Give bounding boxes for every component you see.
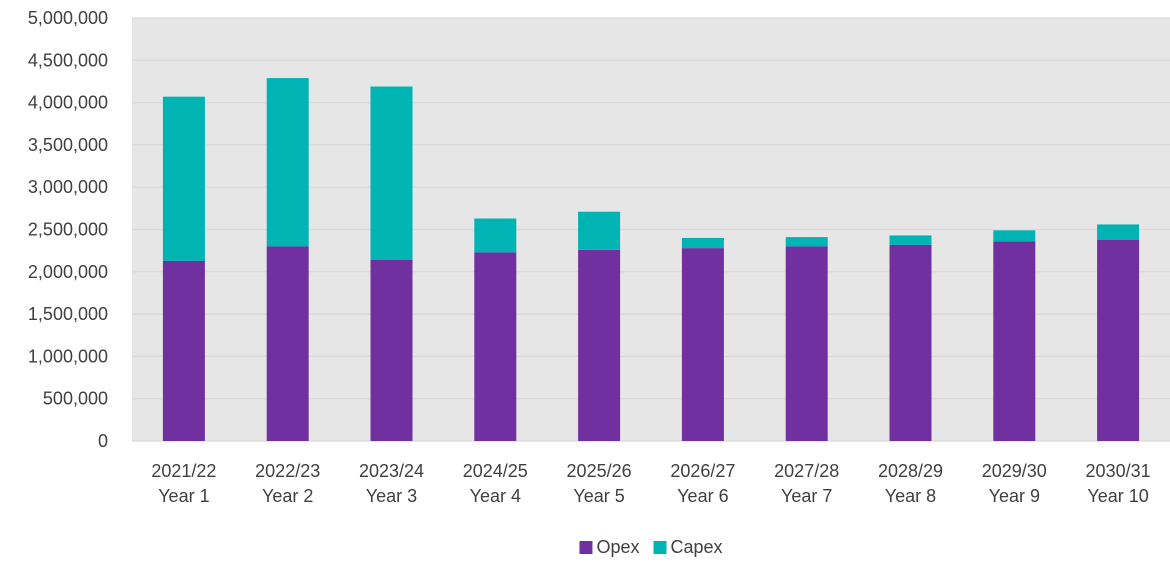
bar-opex-3 — [370, 259, 413, 441]
legend-swatch-opex — [579, 541, 593, 554]
x-tick-label: Year 2 — [262, 486, 313, 506]
bar-capex-10 — [1097, 224, 1140, 240]
bar-capex-1 — [162, 96, 205, 261]
x-tick-label: 2027/28 — [774, 461, 839, 481]
legend-label-opex: Opex — [596, 537, 639, 557]
y-tick-label: 500,000 — [43, 389, 108, 409]
bar-capex-5 — [578, 211, 621, 250]
bar-capex-6 — [681, 237, 724, 249]
x-tick-label: Year 6 — [677, 486, 728, 506]
x-tick-label: 2028/29 — [878, 461, 943, 481]
bar-capex-7 — [785, 237, 828, 247]
x-tick-label: Year 4 — [470, 486, 521, 506]
y-tick-label: 3,000,000 — [28, 177, 108, 197]
bar-capex-9 — [993, 230, 1036, 242]
x-tick-label: Year 5 — [573, 486, 624, 506]
x-tick-label: 2021/22 — [151, 461, 216, 481]
x-tick-label: Year 8 — [885, 486, 936, 506]
x-tick-label: Year 10 — [1087, 486, 1148, 506]
y-tick-label: 1,500,000 — [28, 304, 108, 324]
x-tick-label: 2029/30 — [982, 461, 1047, 481]
legend-swatch-capex — [653, 541, 667, 554]
legend: Opex Capex — [579, 537, 723, 557]
x-tick-label: 2025/26 — [567, 461, 632, 481]
bar-capex-3 — [370, 86, 413, 260]
y-tick-label: 1,000,000 — [28, 346, 108, 366]
bar-opex-7 — [785, 246, 828, 441]
y-tick-label: 3,500,000 — [28, 135, 108, 155]
bar-opex-8 — [889, 244, 932, 441]
y-tick-label: 5,000,000 — [28, 8, 108, 28]
bar-capex-2 — [266, 78, 309, 247]
legend-label-capex: Capex — [671, 537, 723, 557]
y-tick-label: 4,000,000 — [28, 93, 108, 113]
x-tick-label: 2024/25 — [463, 461, 528, 481]
bar-capex-8 — [889, 235, 932, 245]
y-tick-label: 0 — [98, 431, 108, 451]
y-tick-label: 4,500,000 — [28, 50, 108, 70]
bar-opex-10 — [1097, 239, 1140, 441]
x-tick-label: Year 9 — [989, 486, 1040, 506]
x-tick-label: 2030/31 — [1086, 461, 1151, 481]
x-tick-label: 2026/27 — [670, 461, 735, 481]
x-tick-label: 2023/24 — [359, 461, 424, 481]
y-tick-label: 2,500,000 — [28, 220, 108, 240]
bars — [162, 78, 1140, 441]
x-tick-label: Year 1 — [158, 486, 209, 506]
y-axis-ticks: 0 500,000 1,000,000 1,500,000 2,000,000 2,500… — [28, 8, 108, 451]
x-tick-label: Year 3 — [366, 486, 417, 506]
bar-opex-2 — [266, 246, 309, 441]
bar-opex-5 — [578, 249, 621, 441]
bar-capex-4 — [474, 218, 517, 253]
x-tick-label: Year 7 — [781, 486, 832, 506]
x-axis-ticks: 2021/22 Year 1 2022/23 Year 2 2023/24 Year 3 2… — [151, 461, 1150, 506]
x-tick-label: 2022/23 — [255, 461, 320, 481]
bar-opex-9 — [993, 241, 1036, 441]
bar-opex-6 — [681, 248, 724, 441]
y-tick-label: 2,000,000 — [28, 262, 108, 282]
bar-opex-4 — [474, 252, 517, 441]
bar-opex-1 — [162, 260, 205, 441]
